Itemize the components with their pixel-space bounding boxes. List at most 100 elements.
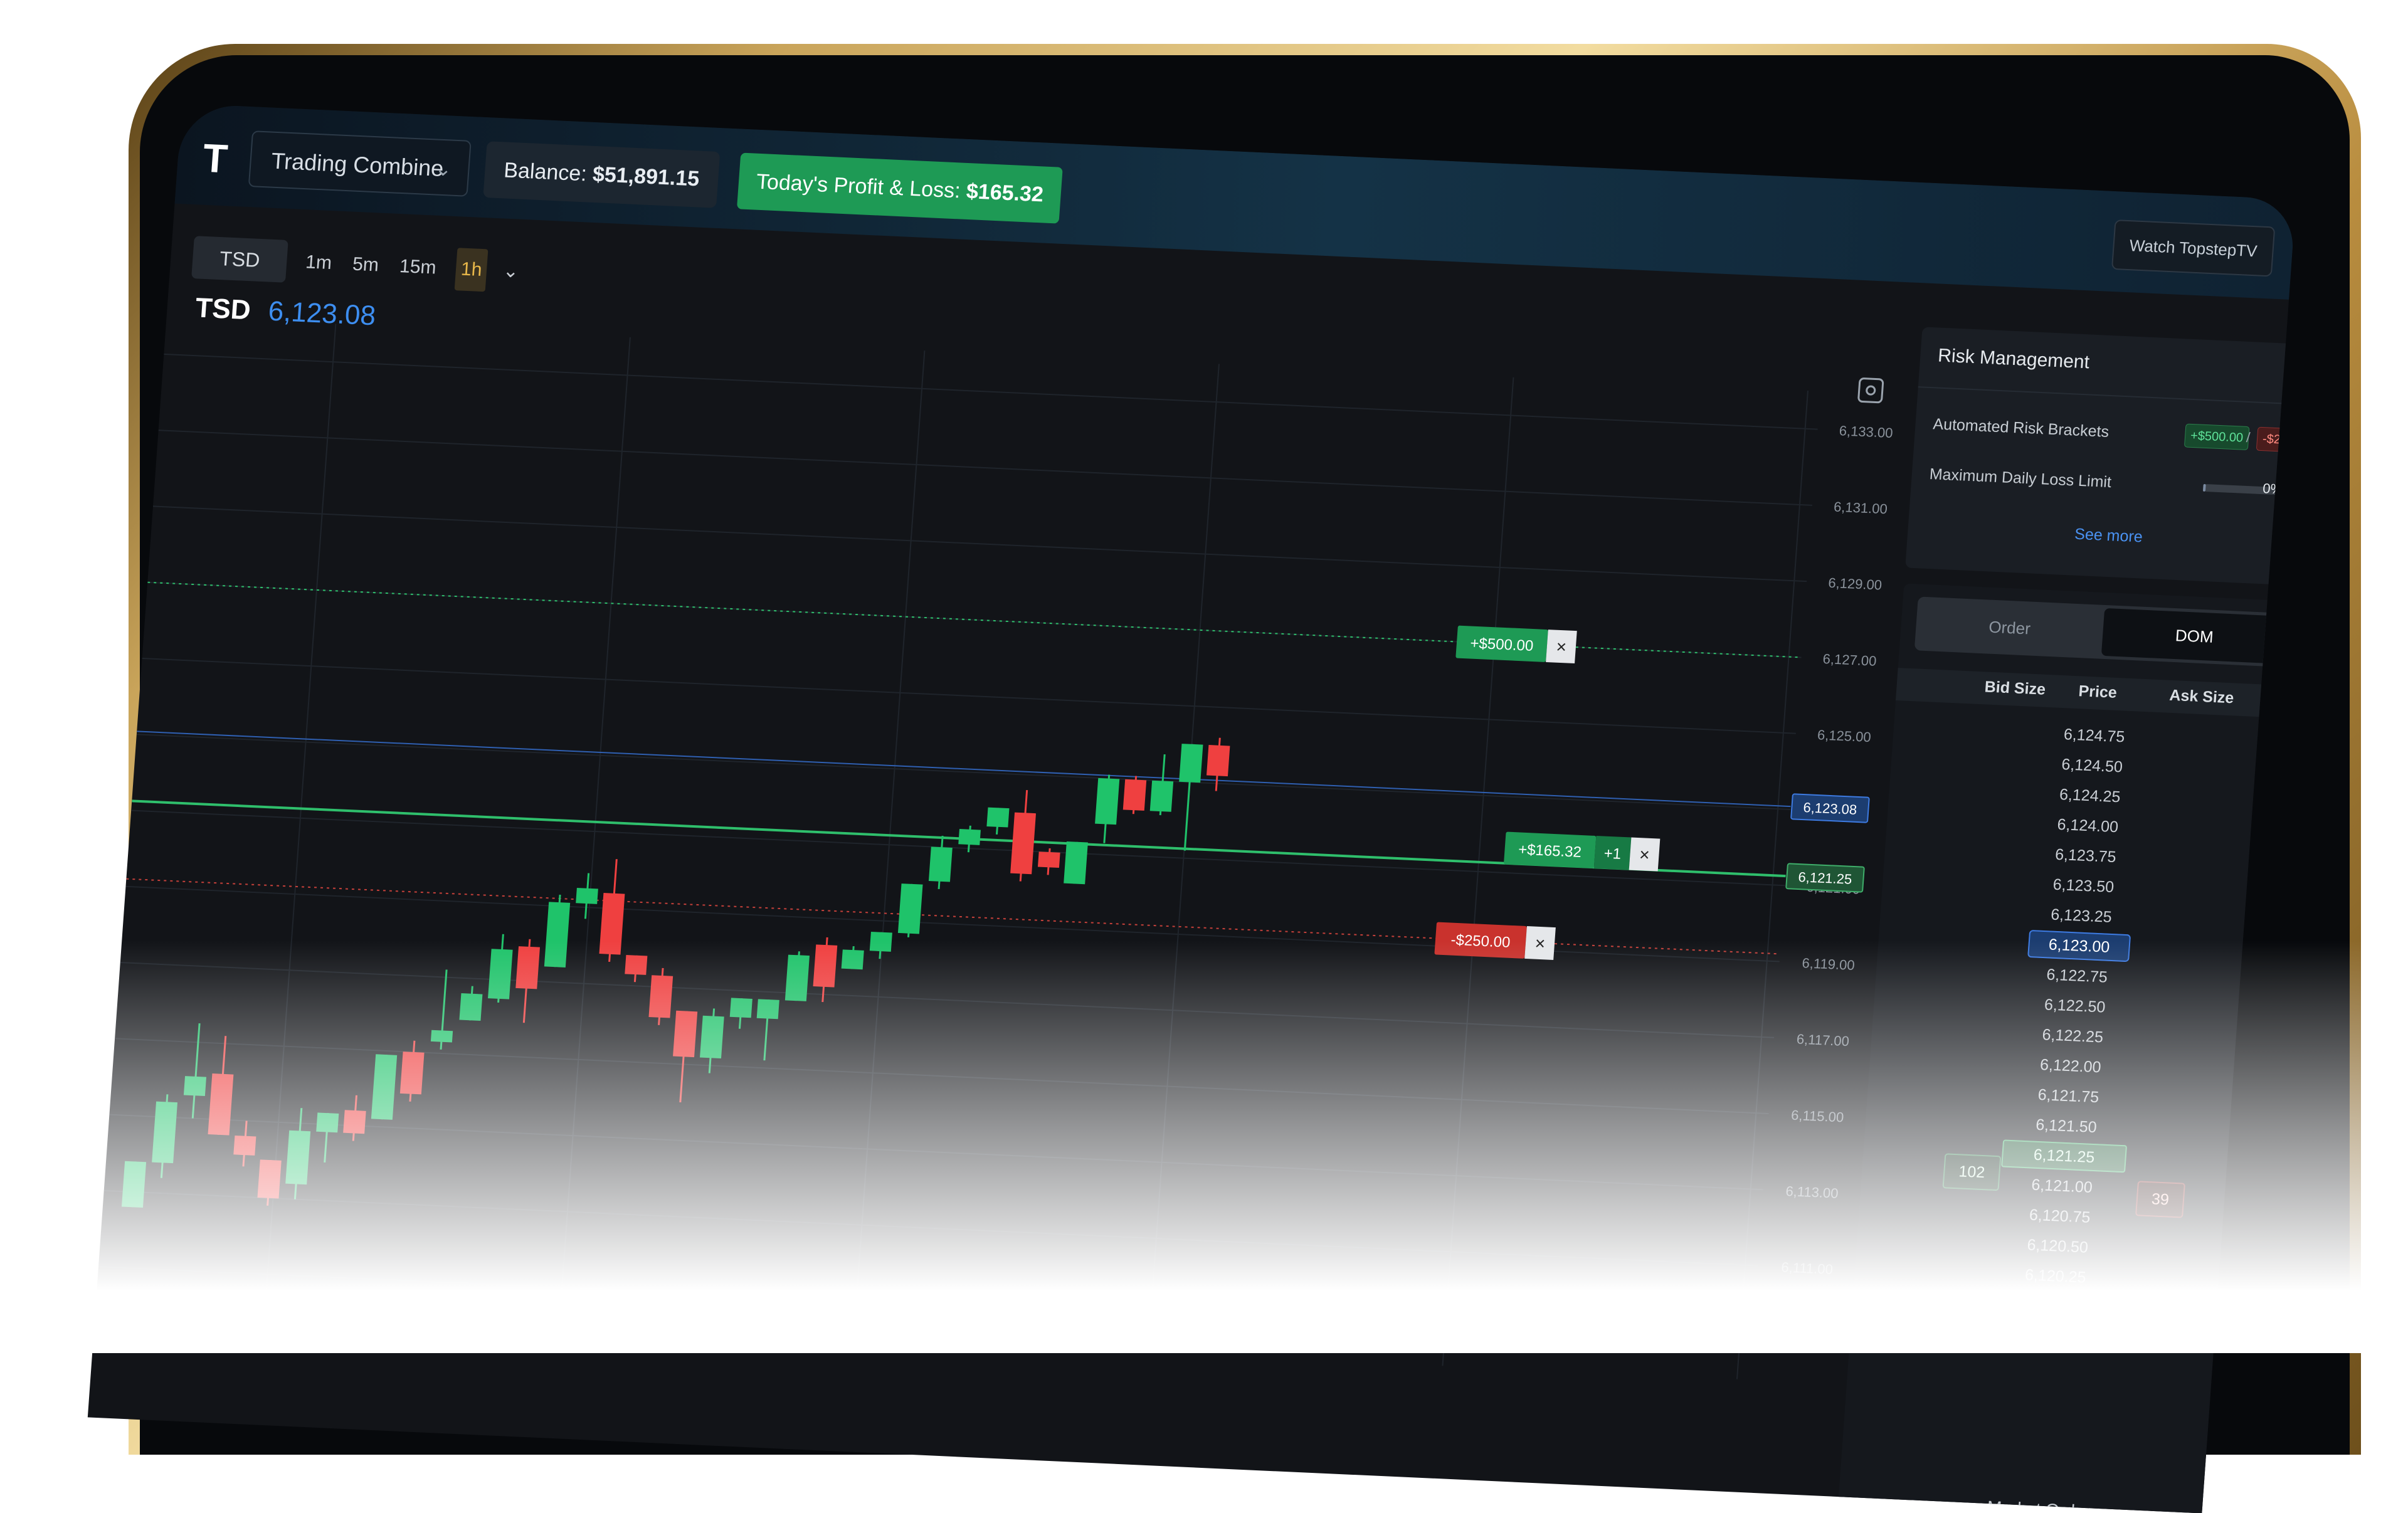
candle-body[interactable] bbox=[813, 944, 838, 988]
position-qty[interactable]: +1 bbox=[1603, 845, 1622, 863]
timeframe-1h[interactable]: 1h bbox=[454, 248, 488, 292]
candle-body[interactable] bbox=[1122, 779, 1147, 811]
y-tick-label: 6,113.00 bbox=[1785, 1183, 1839, 1201]
daily-loss-fill bbox=[2202, 483, 2206, 492]
bracket-separator: / bbox=[2246, 429, 2251, 446]
candle-body[interactable] bbox=[625, 954, 648, 975]
dom-price: 6,119.75 bbox=[2020, 1326, 2082, 1347]
grid-line-h bbox=[158, 430, 1812, 506]
account-select[interactable]: Trading Combine ⌄ bbox=[248, 130, 472, 197]
dom-price: 6,120.00 bbox=[2022, 1296, 2085, 1317]
tab-order[interactable]: Order bbox=[1988, 617, 2031, 638]
candle-body[interactable] bbox=[1206, 745, 1230, 777]
tab-dom[interactable]: DOM bbox=[2101, 608, 2288, 664]
dom-price: 6,120.25 bbox=[2024, 1266, 2087, 1287]
dom-price: 6,123.25 bbox=[2050, 905, 2113, 926]
ask-size-cell[interactable]: 39 bbox=[2135, 1181, 2185, 1218]
y-tick-label: 6,127.00 bbox=[1822, 651, 1877, 669]
timeframe-1m[interactable]: 1m bbox=[305, 251, 333, 274]
candle-body[interactable] bbox=[233, 1135, 256, 1156]
candle-body[interactable] bbox=[285, 1130, 311, 1185]
candle-body[interactable] bbox=[841, 949, 864, 970]
current-price-tag-bg bbox=[1790, 793, 1870, 823]
candle-body[interactable] bbox=[986, 807, 1010, 828]
candle-body[interactable] bbox=[576, 888, 598, 904]
watch-topsteptv-button[interactable]: Watch TopstepTV bbox=[2111, 219, 2276, 277]
candle-body[interactable] bbox=[515, 946, 541, 989]
timeframe-5m[interactable]: 5m bbox=[352, 253, 380, 276]
candle-body[interactable] bbox=[1149, 780, 1174, 812]
see-more-link[interactable]: See more bbox=[2074, 525, 2143, 546]
candle-body[interactable] bbox=[1037, 851, 1060, 868]
risk-title: Risk Management bbox=[1937, 345, 2091, 373]
position-qty-bg[interactable] bbox=[1593, 836, 1632, 870]
price-chart[interactable]: 6,133.00 6,131.00 6,129.00 6,127.00 6,125.00… bbox=[92, 291, 1904, 1433]
brackets-label: Automated Risk Brackets bbox=[1932, 415, 2110, 441]
timeframe-chevron-icon[interactable]: ⌄ bbox=[502, 260, 520, 282]
grid-line-h bbox=[98, 1266, 1753, 1342]
candle-body[interactable] bbox=[1010, 812, 1037, 875]
candle-body[interactable] bbox=[1064, 841, 1088, 885]
dom-price: 6,120.50 bbox=[2026, 1236, 2089, 1257]
market-order-button[interactable]: Market Order bbox=[1986, 1497, 2091, 1513]
candle-body[interactable] bbox=[958, 829, 981, 845]
candle-body[interactable] bbox=[430, 1030, 453, 1043]
dom-price: 6,124.75 bbox=[2063, 725, 2126, 746]
candle-body[interactable] bbox=[648, 975, 673, 1018]
position-pnl-label[interactable]: +$165.32 bbox=[1518, 841, 1582, 861]
col-bid-size: Bid Size bbox=[1983, 678, 2046, 699]
candle-body[interactable] bbox=[1179, 744, 1203, 783]
close-order-bg[interactable] bbox=[1629, 837, 1661, 872]
stop-loss-label[interactable]: -$250.00 bbox=[1450, 932, 1511, 951]
candle-body[interactable] bbox=[183, 1076, 207, 1096]
candle-body[interactable] bbox=[544, 902, 571, 967]
dom-price: 6,121.50 bbox=[2035, 1115, 2098, 1137]
grid-line-h bbox=[103, 1189, 1758, 1267]
candle-body[interactable] bbox=[869, 931, 892, 952]
candle-body[interactable] bbox=[1095, 778, 1120, 825]
candle-body[interactable] bbox=[371, 1054, 398, 1120]
y-tick-label: 6,109.00 bbox=[1773, 1335, 1828, 1353]
chart-canvas[interactable]: 6,133.00 6,131.00 6,129.00 6,127.00 6,125.00… bbox=[92, 291, 1904, 1433]
dom-price: 6,120.75 bbox=[2029, 1206, 2091, 1226]
candle-body[interactable] bbox=[152, 1101, 178, 1164]
col-price: Price bbox=[2078, 682, 2118, 702]
candle-body[interactable] bbox=[121, 1161, 147, 1208]
dom-price: 6,124.50 bbox=[2061, 756, 2123, 776]
grid-line-h bbox=[164, 353, 1818, 430]
candle-body[interactable] bbox=[208, 1073, 234, 1136]
candle-body[interactable] bbox=[700, 1015, 724, 1059]
dom-price: 6,122.75 bbox=[2046, 966, 2108, 986]
candle-body[interactable] bbox=[928, 846, 953, 882]
candle-body[interactable] bbox=[316, 1112, 339, 1133]
timeframe-15m[interactable]: 15m bbox=[399, 256, 437, 278]
candle-body[interactable] bbox=[399, 1052, 425, 1095]
candle-body[interactable] bbox=[784, 954, 810, 1001]
dom-price: 6,122.25 bbox=[2041, 1026, 2104, 1046]
bracket-take-profit[interactable]: +$500.00 bbox=[2184, 423, 2250, 451]
close-icon[interactable]: × bbox=[1639, 845, 1650, 865]
order-dom-toggle: Order DOM bbox=[1914, 596, 2292, 668]
entry-price-tag: 6,121.25 bbox=[1798, 869, 1852, 887]
candle-body[interactable] bbox=[729, 998, 752, 1018]
close-order-bg[interactable] bbox=[1546, 630, 1577, 664]
take-profit-label-bg[interactable] bbox=[1455, 625, 1548, 662]
current-price-line bbox=[137, 730, 1791, 808]
candle-body[interactable] bbox=[673, 1010, 698, 1058]
candle-body[interactable] bbox=[343, 1110, 366, 1134]
candle-body[interactable] bbox=[599, 893, 625, 955]
position-pnl-label-bg[interactable] bbox=[1504, 831, 1597, 868]
y-tick-label: 6,131.00 bbox=[1833, 498, 1888, 517]
take-profit-label[interactable]: +$500.00 bbox=[1470, 635, 1534, 655]
close-icon[interactable]: × bbox=[1556, 637, 1568, 657]
close-icon[interactable]: × bbox=[1534, 934, 1546, 954]
bid-size-cell[interactable]: 102 bbox=[1942, 1153, 2002, 1191]
symbol-button[interactable]: TSD bbox=[191, 236, 288, 283]
candle-body[interactable] bbox=[756, 999, 779, 1020]
balance-display: Balance: $51,891.15 bbox=[483, 141, 721, 208]
candle-body[interactable] bbox=[459, 993, 483, 1021]
y-tick-label: 6,125.00 bbox=[1817, 727, 1871, 745]
candle-body[interactable] bbox=[257, 1159, 282, 1199]
candle-body[interactable] bbox=[897, 883, 923, 934]
candle-body[interactable] bbox=[488, 949, 513, 999]
